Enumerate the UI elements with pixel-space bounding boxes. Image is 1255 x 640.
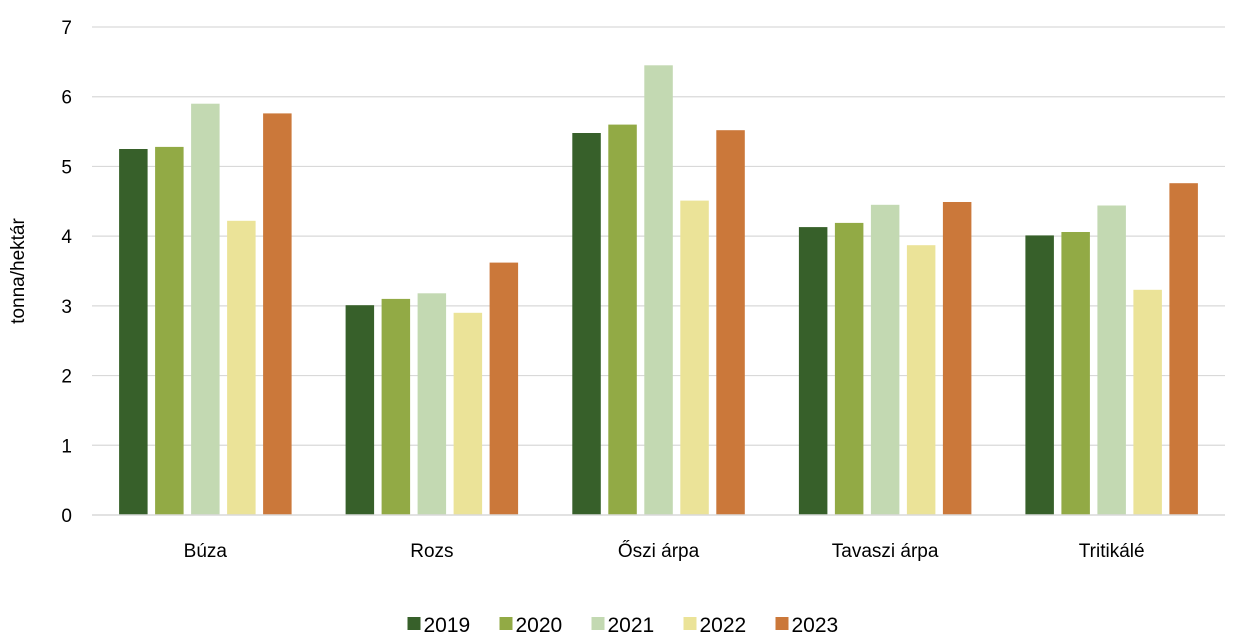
bar-2021-1: [417, 293, 447, 515]
bar-2020-1: [381, 298, 411, 515]
legend-swatch: [407, 617, 421, 630]
legend-item-2021: 2021: [591, 614, 655, 637]
bar-2021-2: [644, 65, 673, 516]
legend-label: 2022: [700, 614, 747, 637]
bar-2023-4: [1169, 183, 1198, 515]
bar-2019-0: [119, 149, 148, 515]
y-tick-label: 1: [61, 436, 72, 457]
legend-item-2023: 2023: [775, 614, 839, 637]
y-tick-label: 0: [61, 506, 72, 527]
legend-item-2019: 2019: [407, 614, 471, 637]
legend-item-2022: 2022: [683, 614, 747, 637]
bar-2020-2: [608, 124, 637, 515]
y-axis-ticks: 0 1 2 3 4 5 6 7: [61, 18, 72, 527]
y-tick-label: 3: [61, 297, 72, 318]
y-tick-label: 2: [61, 367, 72, 388]
bar-2023-2: [716, 130, 745, 515]
bar-2019-1: [345, 305, 375, 515]
bars: [119, 65, 1198, 516]
category-labels: Búza Rozs Őszi árpa Tavaszi árpa Tritikálé: [184, 540, 1145, 562]
bar-2021-0: [191, 103, 220, 515]
legend-swatch: [775, 617, 789, 630]
legend-swatch: [499, 617, 513, 630]
category-label: Búza: [184, 541, 228, 562]
y-tick-label: 6: [61, 88, 72, 109]
category-label: Tavaszi árpa: [832, 541, 939, 562]
category-label: Tritikálé: [1079, 541, 1145, 562]
bar-2020-4: [1061, 232, 1090, 515]
y-tick-label: 5: [61, 157, 72, 178]
legend-label: 2023: [792, 614, 839, 637]
category-label: Őszi árpa: [618, 540, 700, 562]
bar-2022-2: [680, 200, 709, 515]
bar-2023-0: [263, 113, 292, 516]
y-axis-title: tonna/hektár: [8, 218, 29, 324]
bar-2019-4: [1025, 235, 1054, 515]
bar-2021-4: [1097, 205, 1126, 515]
legend: 2019 2020 2021 2022 2023: [407, 614, 839, 637]
bar-2022-4: [1133, 289, 1162, 515]
bar-2022-3: [906, 245, 936, 515]
bar-2023-3: [942, 202, 972, 515]
legend-label: 2019: [424, 614, 471, 637]
bar-2020-0: [155, 146, 184, 515]
bar-2020-3: [834, 222, 864, 515]
y-tick-label: 4: [61, 227, 72, 248]
legend-item-2020: 2020: [499, 614, 563, 637]
legend-swatch: [591, 617, 605, 630]
category-label: Rozs: [410, 541, 453, 562]
legend-label: 2020: [516, 614, 563, 637]
legend-label: 2021: [608, 614, 655, 637]
bar-2022-0: [227, 220, 256, 516]
y-tick-label: 7: [61, 18, 72, 39]
legend-swatch: [683, 617, 697, 630]
bar-2021-3: [870, 204, 900, 516]
bar-2019-2: [572, 133, 601, 515]
bar-2022-1: [453, 312, 483, 515]
bar-2023-1: [489, 262, 519, 515]
bar-2019-3: [798, 227, 828, 515]
